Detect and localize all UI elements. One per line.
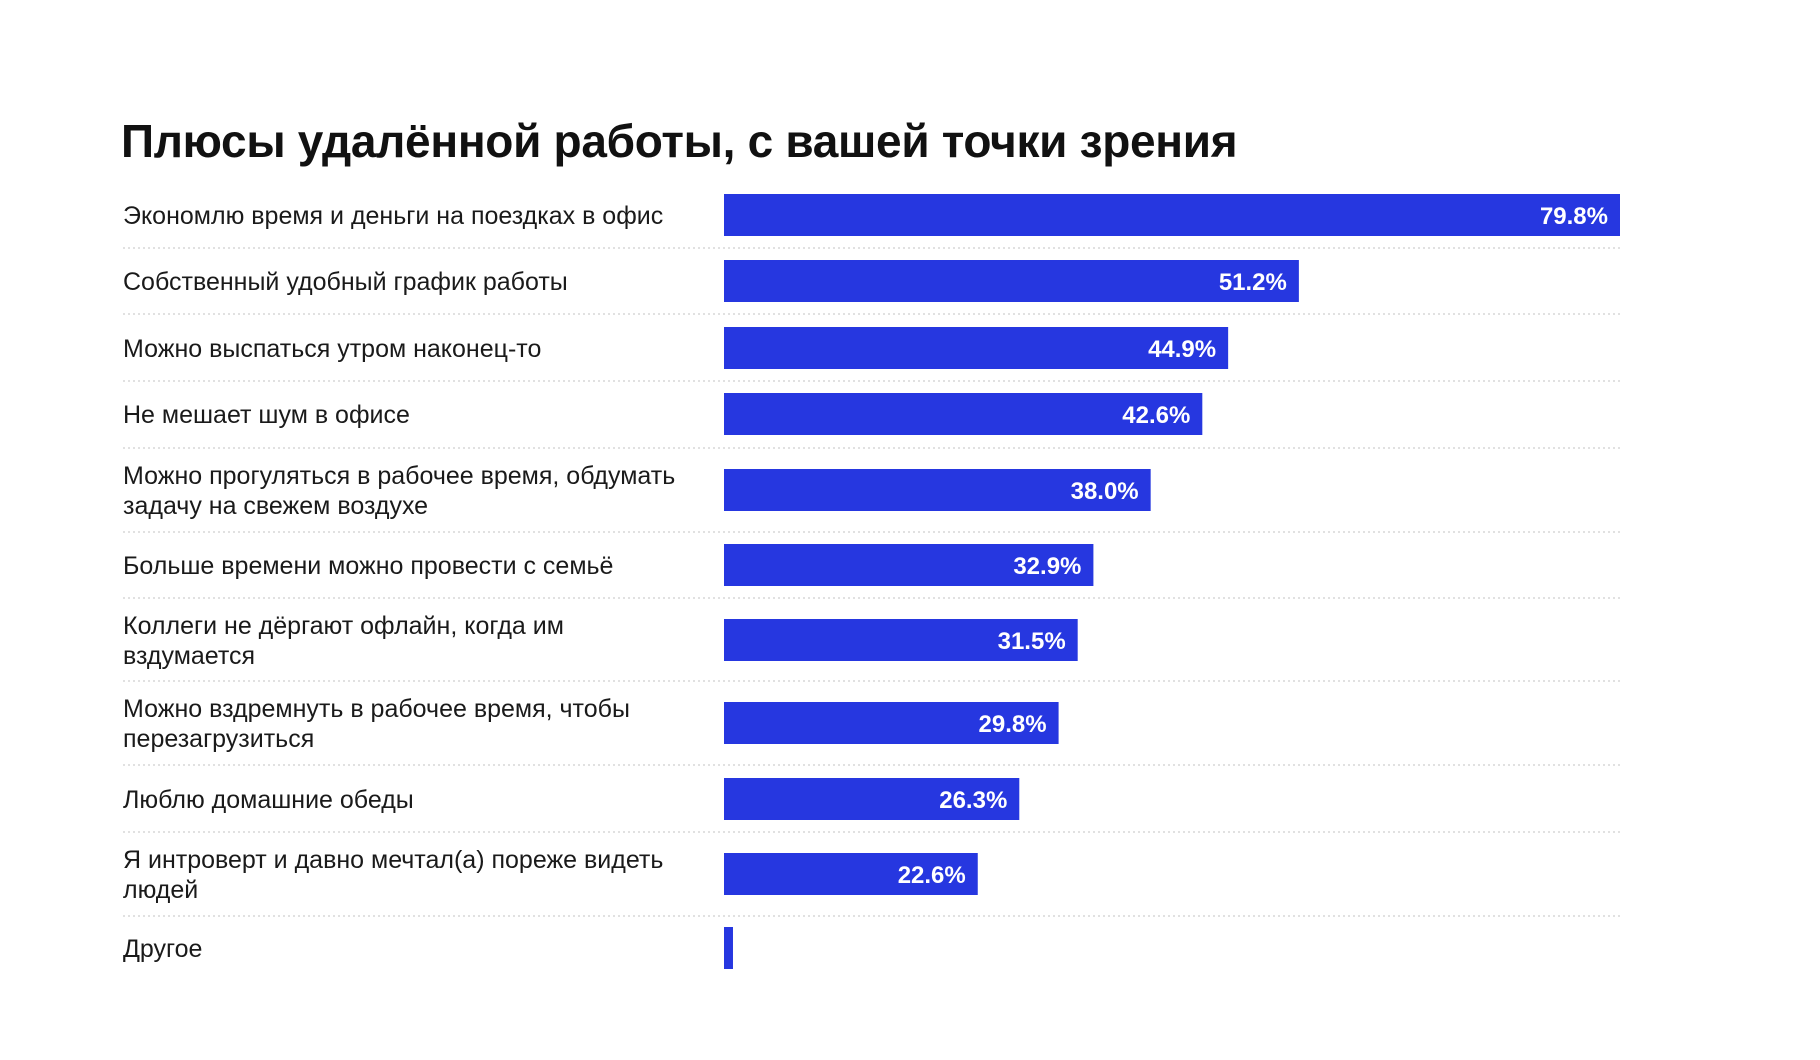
value-label: 32.9% <box>1013 553 1081 580</box>
category-label: Собственный удобный график работы <box>123 268 568 296</box>
bar <box>724 853 978 895</box>
bar <box>724 702 1059 744</box>
value-label: 38.0% <box>1071 478 1139 505</box>
category-label: Люблю домашние обеды <box>123 786 414 814</box>
bar <box>724 194 1620 236</box>
category-label: Не мешает шум в офисе <box>123 401 410 429</box>
bar <box>724 260 1299 302</box>
value-label: 31.5% <box>998 628 1066 655</box>
category-label: Я интроверт и давно мечтал(а) пореже вид… <box>123 846 663 874</box>
bar <box>724 544 1094 586</box>
category-label: Можно выспаться утром наконец-то <box>123 335 541 363</box>
value-label: 29.8% <box>979 711 1047 738</box>
category-label: Больше времени можно провести с семьё <box>123 552 613 580</box>
bar <box>724 927 733 969</box>
bar <box>724 469 1151 511</box>
category-label: задачу на свежем воздухе <box>123 492 428 520</box>
category-label: Коллеги не дёргают офлайн, когда им <box>123 612 564 640</box>
chart-title: Плюсы удалённой работы, с вашей точки зр… <box>121 115 1238 167</box>
category-label: перезагрузиться <box>123 725 314 753</box>
bar <box>724 778 1020 820</box>
category-label: Экономлю время и деньги на поездках в оф… <box>123 202 663 230</box>
bar <box>724 393 1203 435</box>
value-label: 26.3% <box>939 787 1007 814</box>
value-label: 51.2% <box>1219 269 1287 296</box>
value-label: 22.6% <box>898 862 966 889</box>
category-label: Другое <box>123 935 202 963</box>
category-label: вздумается <box>123 642 255 670</box>
bar <box>724 327 1229 369</box>
category-label: Можно прогуляться в рабочее время, обдум… <box>123 462 675 490</box>
category-label: людей <box>123 876 198 904</box>
value-label: 44.9% <box>1148 336 1216 363</box>
bar <box>724 619 1078 661</box>
category-label: Можно вздремнуть в рабочее время, чтобы <box>123 695 630 723</box>
value-label: 79.8% <box>1540 203 1608 230</box>
value-label: 42.6% <box>1122 402 1190 429</box>
